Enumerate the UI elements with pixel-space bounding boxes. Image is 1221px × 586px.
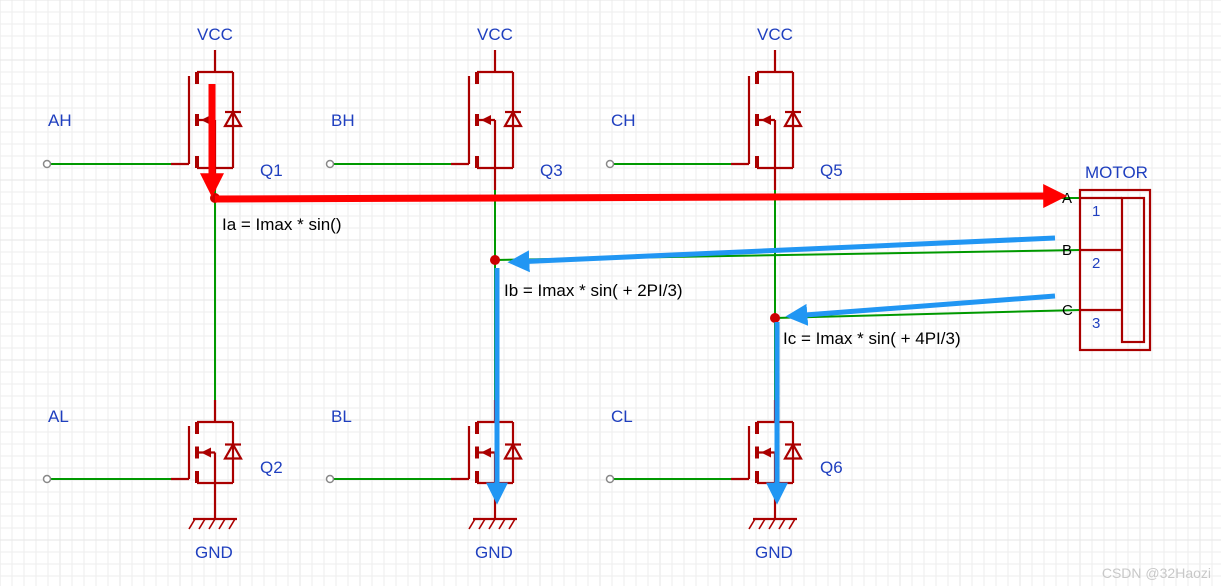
- vcc-label-A: VCC: [197, 25, 233, 44]
- formula-ib: Ib = Imax * sin( + 2PI/3): [504, 281, 683, 300]
- schematic-canvas: VCC GND AH AL Q1 Q2 VCC GND BH BL Q3 VCC GND CH CL Q5 Q6…: [0, 0, 1221, 586]
- motor-phase-letter-C: C: [1062, 302, 1073, 319]
- motor-pin-num-1: 1: [1092, 203, 1100, 220]
- node-B: [490, 255, 500, 265]
- motor-pin-num-3: 3: [1092, 315, 1100, 332]
- terminal-BH: [327, 161, 334, 168]
- terminal-CH: [607, 161, 614, 168]
- arrow-red-to-motor: [215, 196, 1060, 199]
- gate-label-CH: CH: [611, 111, 636, 130]
- motor-phase-letter-B: B: [1062, 242, 1072, 259]
- formula-ia: Ia = Imax * sin(): [222, 215, 342, 234]
- q-label-Q6: Q6: [820, 458, 843, 477]
- gnd-label-B: GND: [475, 543, 513, 562]
- q-label-Q3: Q3: [540, 161, 563, 180]
- motor-phase-letter-A: A: [1062, 190, 1072, 207]
- terminal-BL: [327, 476, 334, 483]
- terminal-AL: [44, 476, 51, 483]
- vcc-label-B: VCC: [477, 25, 513, 44]
- gate-label-CL: CL: [611, 407, 633, 426]
- terminal-CL: [607, 476, 614, 483]
- formula-ic: Ic = Imax * sin( + 4PI/3): [783, 329, 961, 348]
- q-label-Q2: Q2: [260, 458, 283, 477]
- vcc-label-C: VCC: [757, 25, 793, 44]
- terminal-AH: [44, 161, 51, 168]
- motor-label: MOTOR: [1085, 163, 1148, 182]
- node-C: [770, 313, 780, 323]
- gate-label-BH: BH: [331, 111, 355, 130]
- gnd-label-C: GND: [755, 543, 793, 562]
- gnd-label-A: GND: [195, 543, 233, 562]
- motor-pin-num-2: 2: [1092, 255, 1100, 272]
- watermark: CSDN @32Haozi: [1102, 565, 1211, 581]
- gate-label-AH: AH: [48, 111, 72, 130]
- q-label-Q5: Q5: [820, 161, 843, 180]
- gate-label-BL: BL: [331, 407, 352, 426]
- gate-label-AL: AL: [48, 407, 69, 426]
- q-label-Q1: Q1: [260, 161, 283, 180]
